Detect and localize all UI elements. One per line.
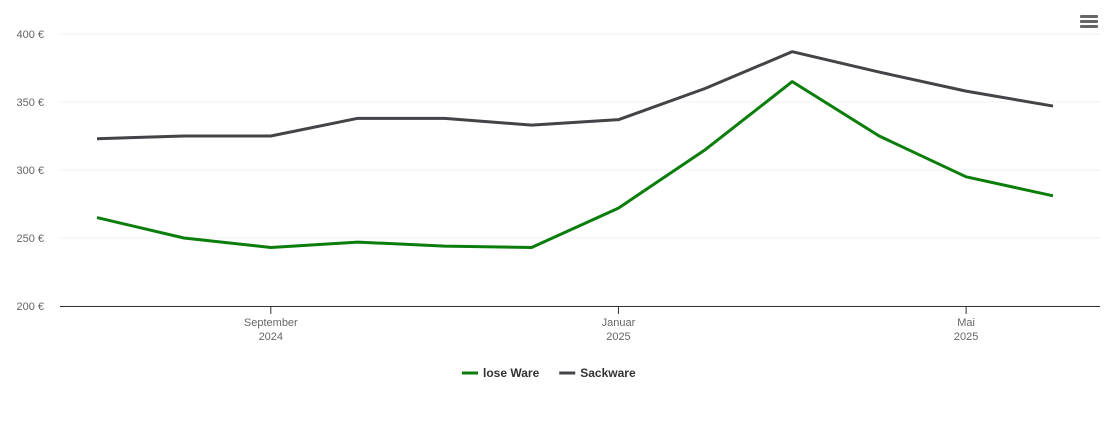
menu-bar: [1080, 15, 1098, 18]
series-line: [96, 80, 1054, 250]
y-tick-label: 350 €: [16, 97, 44, 109]
menu-bar: [1080, 25, 1098, 28]
legend-label: Sackware: [580, 366, 636, 380]
y-tick-label: 250 €: [16, 233, 44, 245]
legend-label: lose Ware: [483, 366, 540, 380]
series-line: [96, 50, 1054, 141]
y-tick-label: 300 €: [16, 165, 44, 177]
menu-icon[interactable]: [1080, 15, 1098, 28]
y-tick-label: 200 €: [16, 301, 44, 313]
x-tick-label: Januar 2025: [602, 317, 636, 343]
legend: lose Ware Sackware: [462, 366, 636, 380]
y-tick-label: 400 €: [16, 29, 44, 41]
x-tick-label: Mai 2025: [954, 317, 978, 343]
menu-bar: [1080, 20, 1098, 23]
x-tick-label: September 2024: [244, 317, 298, 343]
